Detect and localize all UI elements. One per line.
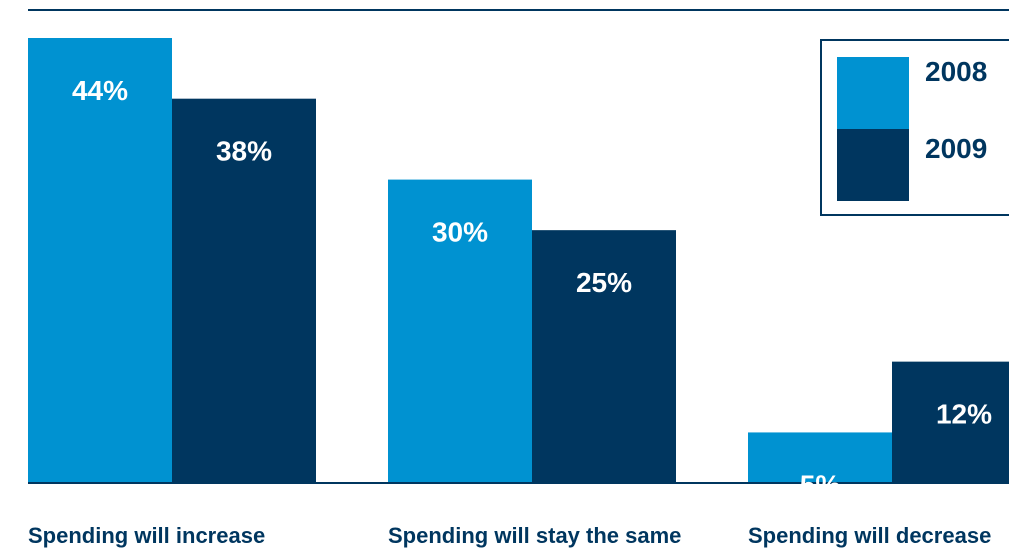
data-label-spending-will-increase-2008: 44% (72, 75, 128, 106)
data-label-spending-will-increase-2009: 38% (216, 136, 272, 167)
bar-spending-will-stay-the-same-2008 (388, 179, 532, 483)
data-label-spending-will-decrease-2008: 5% (800, 469, 841, 500)
data-label-spending-will-decrease-2009: 12% (936, 399, 992, 430)
legend-swatch-2009 (837, 129, 909, 201)
legend: 2008 2009 (820, 39, 1009, 216)
bar-spending-will-decrease-2008 (748, 432, 892, 483)
data-label-spending-will-stay-the-same-2008: 30% (432, 217, 488, 248)
bars-layer (28, 38, 1009, 483)
bar-spending-will-stay-the-same-2009 (532, 230, 676, 483)
bar-spending-will-decrease-2009 (892, 361, 1009, 483)
legend-label-2008: 2008 (925, 56, 987, 87)
data-label-spending-will-stay-the-same-2009: 25% (576, 267, 632, 298)
legend-border (820, 39, 1009, 216)
bar-spending-will-increase-2009 (172, 98, 316, 483)
category-label-spending-will-stay-the-same: Spending will stay the same (388, 523, 681, 548)
category-label-spending-will-decrease: Spending will decrease (748, 523, 991, 548)
bar-spending-will-increase-2008 (28, 38, 172, 483)
legend-swatch-2008 (837, 57, 909, 129)
labels-layer: 44% 38% Spending will increase 30% 25% Spendi… (28, 75, 992, 548)
category-label-spending-will-increase: Spending will increase (28, 523, 265, 548)
legend-label-2009: 2009 (925, 133, 987, 164)
